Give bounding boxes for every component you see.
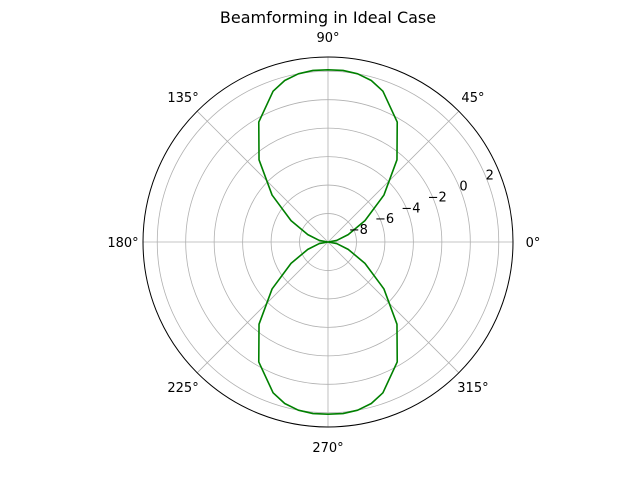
angle-tick-label: 135° — [167, 91, 198, 106]
series-line — [257, 69, 399, 415]
angle-tick-label: 225° — [167, 381, 198, 396]
radial-tick-label: −8 — [349, 223, 368, 238]
radial-tick-label: −4 — [401, 201, 420, 216]
radial-tick-label: −2 — [428, 190, 447, 205]
tick-labels: 0° 45° 90° 135° 180° 225° 270° 315° −8 −6 −4 −2 0 2 — [107, 31, 540, 456]
angle-tick-label: 45° — [461, 91, 484, 106]
polar-grid — [143, 57, 513, 427]
polar-frame — [142, 56, 514, 428]
angle-tick-label: 0° — [526, 236, 541, 251]
chart-title: Beamforming in Ideal Case — [220, 8, 436, 27]
angle-tick-label: 180° — [107, 236, 138, 251]
angle-tick-label: 270° — [312, 441, 343, 456]
polar-frame-circle — [142, 56, 514, 428]
radial-tick-label: 0 — [459, 180, 467, 195]
series-layer — [257, 69, 399, 415]
radial-tick-label: −6 — [375, 212, 394, 227]
angular-gridline — [196, 241, 329, 374]
angular-gridline — [327, 110, 460, 243]
angular-gridline — [327, 241, 460, 374]
angle-tick-label: 90° — [316, 31, 339, 46]
angle-tick-label: 315° — [457, 381, 488, 396]
radial-tick-label: 2 — [486, 169, 494, 184]
angular-gridline — [196, 110, 329, 243]
